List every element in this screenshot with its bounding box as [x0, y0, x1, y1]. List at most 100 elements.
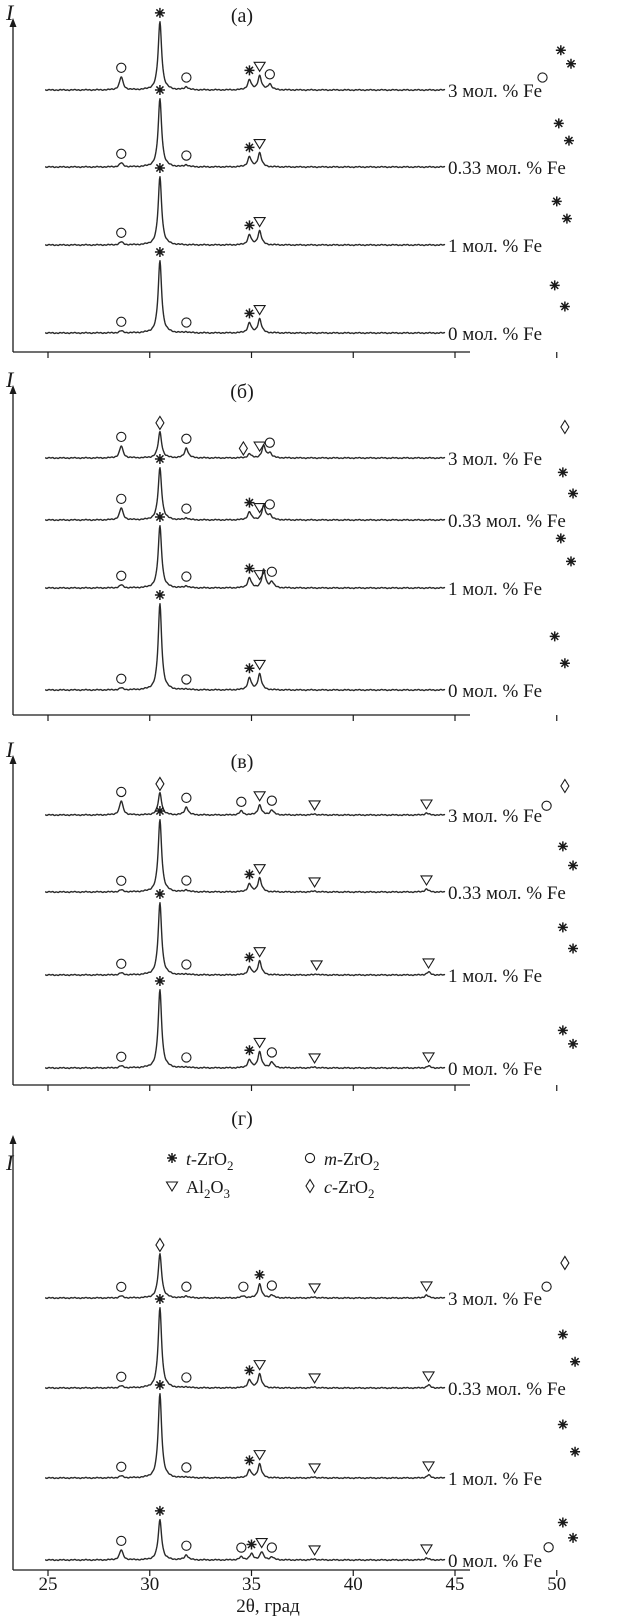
circle-marker — [266, 566, 277, 577]
star-marker — [246, 1539, 257, 1550]
star-marker — [244, 497, 255, 508]
circle-marker — [116, 227, 127, 238]
star-marker — [553, 118, 564, 129]
circle-marker — [541, 1281, 552, 1292]
star-marker — [244, 563, 255, 574]
circle-marker — [181, 571, 192, 582]
circle-marker — [116, 431, 127, 443]
legend-item: m-ZrO2 — [304, 1149, 379, 1173]
star-marker — [154, 246, 165, 257]
triangle-marker — [253, 139, 267, 150]
y-axis-arrow — [9, 18, 17, 27]
star-legend-icon — [167, 1153, 177, 1163]
triangle-marker — [422, 1461, 436, 1473]
series-label: 3 мол. % Fe — [448, 81, 542, 102]
star-marker — [549, 631, 560, 642]
star-marker — [565, 556, 576, 567]
circle-marker — [116, 786, 127, 798]
star-marker — [154, 888, 165, 899]
triangle-marker — [308, 1373, 322, 1385]
series: 0.33 мол. % Fe — [44, 805, 579, 904]
circle-marker — [116, 62, 127, 73]
series: 0 мол. % Fe — [44, 246, 570, 345]
circle-marker — [181, 1462, 192, 1473]
star-marker — [244, 142, 255, 153]
series-label: 1 мол. % Fe — [448, 579, 542, 600]
triangle-marker — [253, 1360, 267, 1371]
x-tick-label: 40 — [344, 1574, 363, 1595]
star-marker — [557, 1517, 568, 1528]
star-marker — [570, 1356, 581, 1367]
triangle-marker — [253, 1450, 267, 1461]
diamond-marker — [155, 1237, 165, 1253]
series-label: 0.33 мол. % Fe — [448, 158, 566, 179]
x-axis: 25 30 35 40 45 50 — [39, 1574, 567, 1595]
series: 0.33 мол. % Fe — [44, 1293, 581, 1400]
series-line — [44, 902, 446, 977]
circle-marker — [116, 1461, 127, 1472]
y-axis-title: I — [5, 737, 15, 762]
star-marker — [254, 1269, 265, 1280]
triangle-marker — [308, 1053, 322, 1064]
circle-marker — [181, 72, 192, 83]
star-marker — [549, 280, 560, 291]
triangle-marker — [253, 659, 267, 671]
star-marker — [244, 65, 255, 76]
star-marker — [244, 308, 255, 319]
triangle-marker — [253, 1037, 267, 1049]
triangle-marker — [420, 1544, 433, 1556]
circle-marker — [264, 499, 275, 510]
star-marker — [244, 663, 255, 674]
series: 0.33 мол. % Fe — [44, 84, 574, 179]
star-marker — [154, 84, 165, 95]
diamond-marker — [560, 1255, 570, 1271]
triangle-marker — [308, 1283, 322, 1295]
star-marker — [557, 841, 568, 852]
circle-marker — [116, 316, 127, 327]
series-line — [44, 603, 446, 692]
circle-marker — [266, 1280, 277, 1291]
series-line — [44, 791, 446, 817]
circle-marker — [236, 1542, 247, 1553]
circle-marker — [236, 796, 247, 807]
diamond-marker — [560, 419, 570, 435]
series-label: 0 мол. % Fe — [448, 1551, 542, 1572]
series: 0.33 мол. % Fe — [44, 453, 579, 532]
legend-label: c-ZrO2 — [324, 1177, 374, 1201]
diamond-marker — [155, 415, 165, 431]
triangle-marker — [253, 864, 267, 875]
series-label: 3 мол. % Fe — [448, 1289, 542, 1310]
y-axis-title: I — [5, 0, 15, 25]
diamond-marker — [155, 776, 165, 792]
y-axis-title: I — [5, 1150, 15, 1175]
series: 3 мол. % Fe — [44, 776, 570, 827]
star-marker — [244, 952, 255, 963]
triangle-marker — [420, 875, 433, 887]
star-marker — [559, 301, 570, 312]
circle-marker — [116, 875, 127, 886]
series-line — [44, 467, 446, 522]
circle-marker — [266, 1047, 277, 1058]
series-line — [44, 525, 446, 590]
y-axis-arrow — [9, 385, 17, 394]
circle-marker — [266, 795, 277, 806]
triangle-legend-icon — [165, 1181, 179, 1193]
triangle-marker — [253, 570, 267, 581]
x-tick-label: 25 — [39, 1574, 58, 1595]
circle-marker — [116, 148, 127, 159]
legend-label: Al2O3 — [186, 1177, 230, 1201]
triangle-marker — [253, 441, 267, 453]
circle-marker — [264, 69, 275, 80]
circle-marker — [238, 1281, 249, 1292]
x-tick-label: 30 — [140, 1574, 159, 1595]
series-label: 0 мол. % Fe — [448, 1059, 542, 1080]
series-line — [44, 260, 446, 335]
star-marker — [154, 453, 165, 464]
star-marker — [154, 162, 165, 173]
circle-marker — [181, 317, 192, 328]
panel-label: (г) — [231, 1108, 253, 1130]
star-marker — [154, 805, 165, 816]
series: 1 мол. % Fe — [44, 162, 572, 257]
panel-label: (а) — [231, 5, 253, 27]
